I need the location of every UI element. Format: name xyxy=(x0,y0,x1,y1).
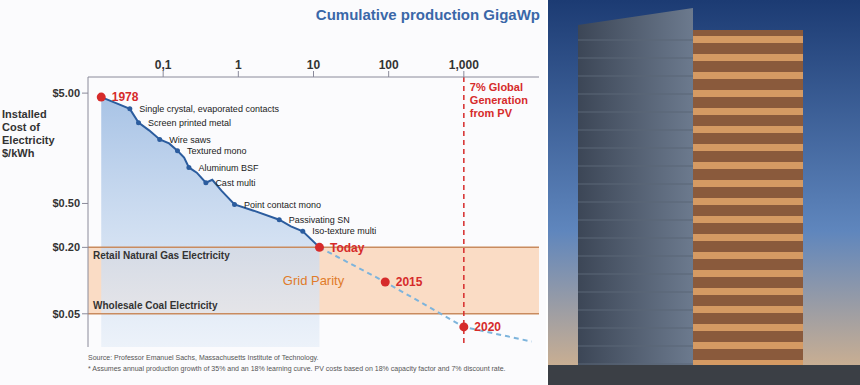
svg-text:1: 1 xyxy=(235,58,242,72)
svg-text:0,1: 0,1 xyxy=(155,58,172,72)
svg-text:7% GlobalGenerationfrom PV: 7% GlobalGenerationfrom PV xyxy=(470,81,528,119)
svg-text:Passivating SN: Passivating SN xyxy=(289,215,350,225)
svg-text:2020: 2020 xyxy=(474,320,501,334)
svg-text:$0.50: $0.50 xyxy=(52,197,80,209)
svg-text:Wire saws: Wire saws xyxy=(169,135,211,145)
svg-text:$0.05: $0.05 xyxy=(52,308,80,320)
svg-text:Retail Natural Gas Electricity: Retail Natural Gas Electricity xyxy=(93,250,230,261)
svg-text:Cast multi: Cast multi xyxy=(215,178,255,188)
svg-text:$0.20: $0.20 xyxy=(52,241,80,253)
svg-text:100: 100 xyxy=(379,58,399,72)
svg-text:Point contact mono: Point contact mono xyxy=(244,200,321,210)
svg-text:Wholesale Coal Electricity: Wholesale Coal Electricity xyxy=(93,300,218,311)
svg-text:1978: 1978 xyxy=(112,90,139,104)
html-text:Cumulative production GigaWp: Cumulative production GigaWp xyxy=(315,6,540,23)
svg-text:Grid Parity: Grid Parity xyxy=(283,273,345,288)
svg-text:Aluminum BSF: Aluminum BSF xyxy=(198,163,259,173)
svg-text:Today: Today xyxy=(330,241,365,255)
svg-text:Textured mono: Textured mono xyxy=(187,146,247,156)
svg-text:Single crystal, evaporated con: Single crystal, evaporated contacts xyxy=(139,104,279,114)
svg-text:Screen printed metal: Screen printed metal xyxy=(148,118,231,128)
html-text:Source: Professor Emanuel Sach: Source: Professor Emanuel Sachs, Massach… xyxy=(88,354,319,361)
svg-text:10: 10 xyxy=(307,58,321,72)
svg-text:2015: 2015 xyxy=(396,275,423,289)
svg-text:$5.00: $5.00 xyxy=(52,87,80,99)
svg-text:Iso-texture multi: Iso-texture multi xyxy=(312,226,376,236)
html-text:Installed Cost of Electricity: Installed Cost of Electricity $/kWh xyxy=(2,108,55,159)
html-text:* Assumes annual production gr: * Assumes annual production growth of 35… xyxy=(88,365,506,372)
svg-text:1,000: 1,000 xyxy=(449,58,479,72)
